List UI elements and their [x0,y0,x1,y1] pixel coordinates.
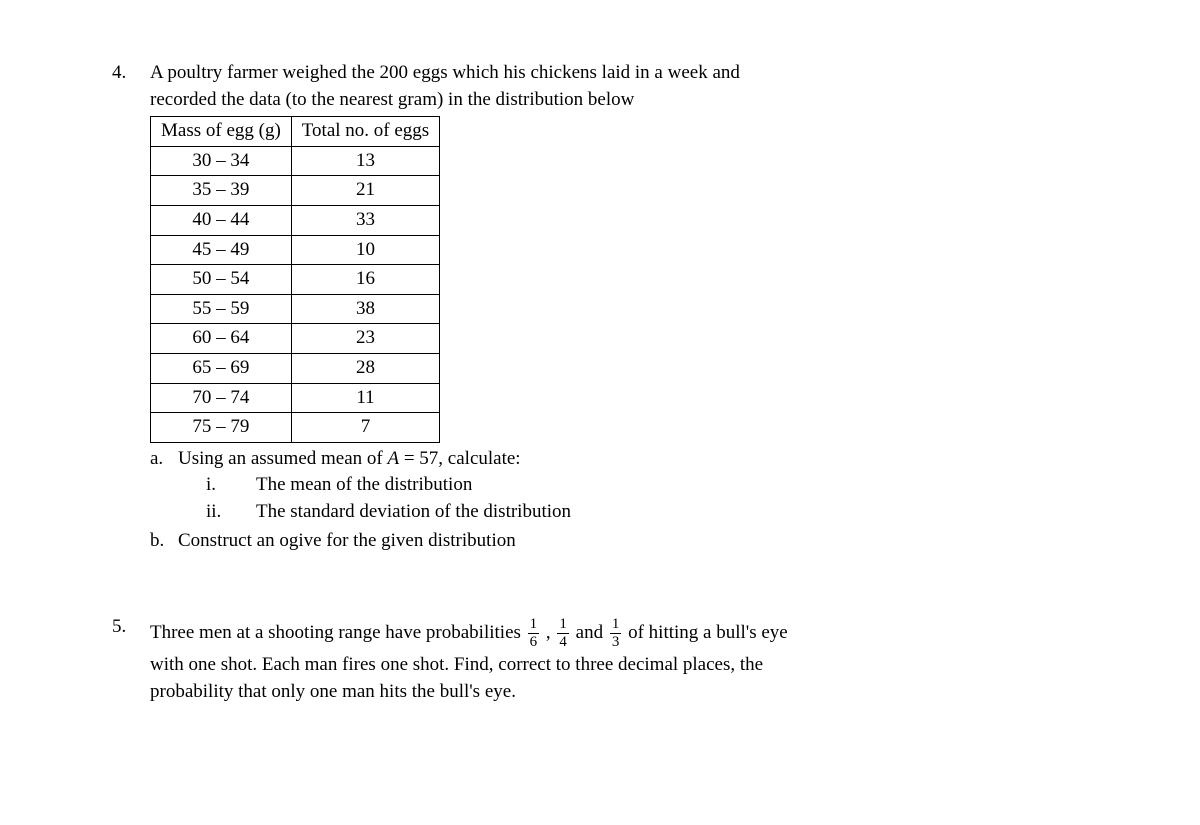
fraction-1-6: 16 [528,617,540,650]
roman-numeral: i. [206,472,216,499]
table-row: 60 – 6423 [151,324,440,354]
cell-count: 33 [291,205,439,235]
cell-range: 65 – 69 [151,353,292,383]
fraction-1-3: 13 [610,617,622,650]
table-header-row: Mass of egg (g) Total no. of eggs [151,117,440,147]
cell-range: 70 – 74 [151,383,292,413]
q4a-i-text: The mean of the distribution [256,474,472,495]
q4a-roman-list: i. The mean of the distribution ii. The … [178,472,1060,525]
table-row: 65 – 6928 [151,353,440,383]
q4a-i: i. The mean of the distribution [206,472,1060,499]
q4a-text: Using an assumed mean of A = 57, calcula… [178,448,521,469]
q5-number: 5. [112,614,126,641]
cell-count: 7 [291,413,439,443]
cell-range: 55 – 59 [151,294,292,324]
q4-intro-line1: A poultry farmer weighed the 200 eggs wh… [150,60,1060,87]
table-row: 35 – 3921 [151,176,440,206]
q4b-text: Construct an ogive for the given distrib… [178,530,516,551]
cell-range: 50 – 54 [151,265,292,295]
q4-subparts: a. Using an assumed mean of A = 57, calc… [150,446,1060,554]
col-mass: Mass of egg (g) [151,117,292,147]
table-row: 50 – 5416 [151,265,440,295]
q4a-ii-text: The standard deviation of the distributi… [256,501,571,522]
q4-part-a: a. Using an assumed mean of A = 57, calc… [150,446,1060,526]
q5-line1: Three men at a shooting range have proba… [150,614,1060,652]
col-total: Total no. of eggs [291,117,439,147]
cell-range: 75 – 79 [151,413,292,443]
fraction-1-4: 14 [557,617,569,650]
q4a-ii: ii. The standard deviation of the distri… [206,499,1060,526]
cell-count: 21 [291,176,439,206]
cell-range: 35 – 39 [151,176,292,206]
table-row: 55 – 5938 [151,294,440,324]
var-A: A [387,448,399,469]
roman-numeral: ii. [206,499,221,526]
q5-body: Three men at a shooting range have proba… [140,614,1060,705]
cell-range: 60 – 64 [151,324,292,354]
part-letter: b. [150,528,164,555]
q4-intro-line2: recorded the data (to the nearest gram) … [150,87,1060,114]
q4-part-b: b. Construct an ogive for the given dist… [150,528,1060,555]
cell-count: 28 [291,353,439,383]
table-row: 40 – 4433 [151,205,440,235]
cell-count: 11 [291,383,439,413]
cell-range: 30 – 34 [151,146,292,176]
cell-count: 23 [291,324,439,354]
table-row: 30 – 3413 [151,146,440,176]
question-4: 4. A poultry farmer weighed the 200 eggs… [140,60,1060,554]
q4-number: 4. [112,60,126,87]
table-row: 45 – 4910 [151,235,440,265]
cell-count: 10 [291,235,439,265]
cell-range: 40 – 44 [151,205,292,235]
table-row: 70 – 7411 [151,383,440,413]
table-row: 75 – 797 [151,413,440,443]
q4-body: A poultry farmer weighed the 200 eggs wh… [140,60,1060,554]
part-letter: a. [150,446,163,473]
cell-range: 45 – 49 [151,235,292,265]
q5-line3: probability that only one man hits the b… [150,679,1060,706]
cell-count: 16 [291,265,439,295]
q5-line2: with one shot. Each man fires one shot. … [150,652,1060,679]
cell-count: 13 [291,146,439,176]
cell-count: 38 [291,294,439,324]
question-5: 5. Three men at a shooting range have pr… [140,614,1060,705]
distribution-table: Mass of egg (g) Total no. of eggs 30 – 3… [150,116,440,443]
